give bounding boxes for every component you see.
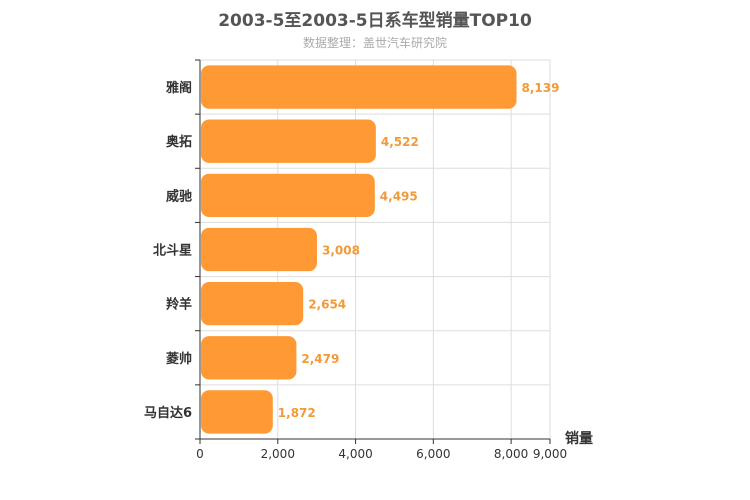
bar: [201, 119, 376, 163]
x-axis-title: 销量: [565, 430, 593, 447]
chart-subtitle: 数据整理：盖世汽车研究院: [302, 36, 447, 50]
x-tick-label: 4,000: [338, 447, 372, 461]
bars: [201, 65, 517, 434]
category-label: 威驰: [166, 188, 192, 204]
bar: [201, 227, 317, 272]
x-tick-label: 2,000: [261, 447, 295, 461]
x-tick-label: 6,000: [416, 447, 450, 461]
x-tick-label: 8,000: [494, 447, 528, 461]
data-label: 2,654: [308, 298, 346, 312]
bar: [201, 173, 375, 218]
data-label: 2,479: [301, 352, 339, 366]
bar: [201, 281, 304, 326]
x-tick-label: 9,000: [533, 447, 567, 461]
data-label: 8,139: [522, 81, 560, 95]
axes: [195, 59, 551, 444]
data-label: 1,872: [278, 406, 316, 420]
category-label: 马自达6: [144, 405, 192, 421]
category-label: 菱帅: [166, 351, 192, 367]
data-label: 4,522: [381, 135, 419, 149]
category-label: 奥拓: [166, 134, 192, 150]
category-label: 羚羊: [166, 297, 192, 313]
data-label: 3,008: [322, 244, 360, 258]
labels: 雅阁 8,139 奥拓 4,522 威驰 4,495 北斗星 3,008 羚羊 2,654 菱帅 2,…: [144, 80, 593, 461]
bar: [201, 390, 273, 434]
bar: [201, 65, 517, 109]
category-label: 雅阁: [166, 80, 192, 96]
chart-title: 2003-5至2003-5日系车型销量TOP10: [218, 11, 532, 31]
data-label: 4,495: [380, 189, 418, 203]
category-label: 北斗星: [153, 244, 192, 259]
bar: [201, 336, 297, 380]
x-tick-label: 0: [196, 447, 204, 461]
